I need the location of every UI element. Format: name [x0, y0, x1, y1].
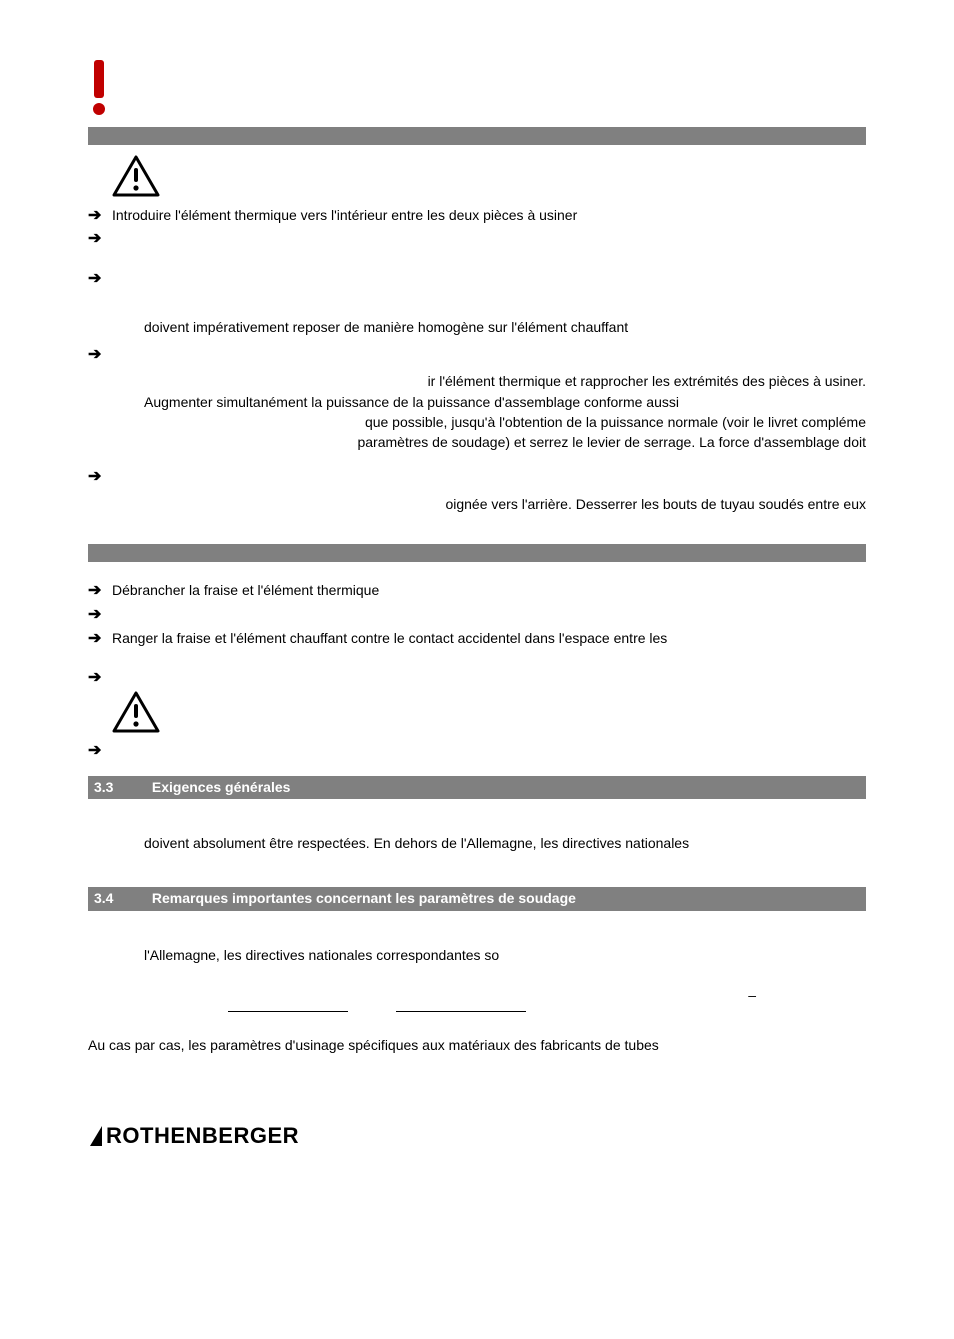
underline-marks [228, 1011, 866, 1031]
bullet-item: ➔ Ranger la fraise et l'élément chauffan… [88, 628, 866, 650]
body-text: Augmenter simultanément la puissance de … [144, 392, 866, 412]
arrow-icon: ➔ [88, 628, 112, 650]
paragraph: Au cas par cas, les paramètres d'usinage… [88, 1035, 866, 1055]
bullet-item: ➔ Débrancher la fraise et l'élément ther… [88, 580, 866, 602]
body-text: que possible, jusqu'à l'obtention de la … [144, 412, 866, 432]
section-heading-34: 3.4 Remarques importantes concernant les… [88, 887, 866, 910]
body-text: ir l'élément thermique et rapprocher les… [144, 371, 866, 391]
arrow-icon: ➔ [88, 466, 112, 488]
separator-bar [88, 544, 866, 562]
arrow-icon: ➔ [88, 205, 112, 227]
warning-icon [112, 155, 866, 202]
arrow-icon: ➔ [88, 344, 112, 366]
brand-logo: ROTHENBERGER [88, 1116, 866, 1155]
bullet-item: ➔ [88, 740, 866, 762]
body-text: doivent absolument être respectées. En d… [144, 835, 689, 851]
indented-text: doivent impérativement reposer de manièr… [144, 317, 866, 337]
arrow-icon: ➔ [88, 268, 112, 290]
indented-block: ir l'élément thermique et rapprocher les… [144, 371, 866, 452]
paragraph: l'Allemagne, les directives nationales c… [144, 925, 866, 965]
dash-mark: – [88, 985, 866, 1005]
bullet-item: ➔ [88, 228, 866, 250]
arrow-icon: ➔ [88, 740, 112, 762]
bullet-text: Introduire l'élément thermique vers l'in… [112, 205, 866, 225]
exclamation-icon [88, 60, 866, 121]
body-text: l'Allemagne, les directives nationales c… [144, 947, 499, 963]
bullet-item: ➔ [88, 466, 866, 488]
warning-icon [112, 691, 866, 738]
body-text: – [748, 987, 756, 1003]
body-text: paramètres de soudage) et serrez le levi… [144, 432, 866, 452]
bullet-item: ➔ [88, 667, 866, 689]
section-heading-33: 3.3 Exigences générales [88, 776, 866, 799]
arrow-icon: ➔ [88, 228, 112, 250]
body-text: oignée vers l'arrière. Desserrer les bou… [445, 496, 866, 512]
body-text: Au cas par cas, les paramètres d'usinage… [88, 1037, 659, 1053]
section-title: Exigences générales [152, 779, 291, 795]
bullet-text: Débrancher la fraise et l'élément thermi… [112, 580, 866, 600]
bullet-text: Ranger la fraise et l'élément chauffant … [112, 628, 866, 648]
section-number: 3.3 [94, 777, 148, 797]
arrow-icon: ➔ [88, 580, 112, 602]
bullet-item: ➔ [88, 268, 866, 290]
section-number: 3.4 [94, 888, 148, 908]
separator-bar [88, 127, 866, 145]
bullet-item: ➔ [88, 344, 866, 366]
arrow-icon: ➔ [88, 667, 112, 689]
body-text: doivent impérativement reposer de manièr… [144, 319, 628, 335]
brand-text: ROTHENBERGER [106, 1123, 299, 1148]
bullet-item: ➔ Introduire l'élément thermique vers l'… [88, 205, 866, 227]
arrow-icon: ➔ [88, 604, 112, 626]
section-title: Remarques importantes concernant les par… [152, 890, 576, 906]
bullet-item: ➔ [88, 604, 866, 626]
indented-text: oignée vers l'arrière. Desserrer les bou… [144, 494, 866, 514]
paragraph: doivent absolument être respectées. En d… [144, 813, 866, 853]
